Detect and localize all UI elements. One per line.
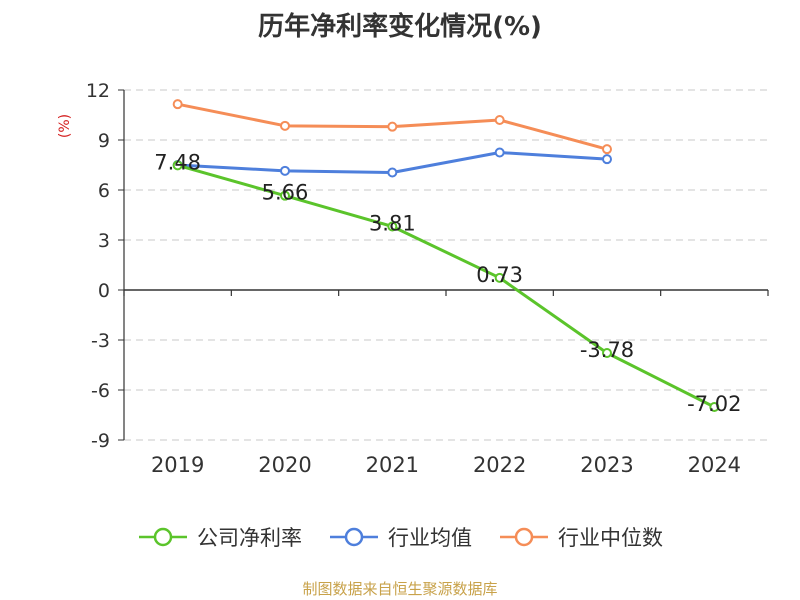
legend-marker-icon	[330, 527, 378, 547]
legend: 公司净利率 行业均值 行业中位数	[0, 520, 800, 554]
data-point	[387, 167, 398, 178]
data-point	[709, 402, 720, 412]
y-tick-label: -6	[91, 380, 110, 402]
y-tick-label: -3	[91, 330, 110, 352]
data-point	[602, 154, 612, 165]
legend-marker-icon	[500, 527, 548, 547]
legend-label: 行业均值	[388, 526, 472, 550]
grid-lines	[124, 89, 768, 441]
x-tick-label: 2021	[366, 453, 419, 477]
data-point	[280, 190, 290, 201]
data-label: 7.48	[154, 150, 201, 174]
legend-item-1[interactable]: 公司净利率	[137, 522, 302, 552]
y-tick-label: 6	[98, 180, 110, 202]
x-tick-label: 2020	[258, 453, 311, 477]
data-point	[387, 221, 398, 232]
data-label: -3.78	[580, 338, 634, 362]
legend-label: 公司净利率	[197, 526, 302, 550]
data-point	[602, 348, 612, 358]
chart-title: 历年净利率变化情况(%)	[258, 12, 542, 42]
y-tick-label: 3	[98, 230, 110, 252]
series	[172, 99, 720, 412]
data-label: -7.02	[687, 392, 741, 416]
data-label: 3.81	[369, 212, 416, 236]
y-tick-label: -9	[91, 430, 110, 452]
data-point	[280, 165, 290, 176]
data-point	[172, 160, 183, 171]
data-point	[494, 272, 505, 283]
x-tick-label: 2019	[151, 453, 204, 477]
series-line-1	[177, 163, 716, 409]
legend-marker-icon	[139, 527, 187, 547]
legend-item-2[interactable]: 行业均值	[328, 522, 472, 552]
x-tick-label: 2022	[473, 453, 526, 477]
data-point	[494, 147, 505, 158]
data-label: 5.66	[262, 181, 309, 205]
data-point	[172, 99, 183, 110]
y-tick-label: 9	[98, 130, 110, 152]
x-tick-label: 2023	[580, 453, 633, 477]
legend-item-3[interactable]: 行业中位数	[498, 522, 663, 552]
axes: 12 9 6 3 0 -3 -6 -9 2019 2020 2021 2022 2023 2024 (%)	[57, 80, 769, 477]
data-point	[280, 120, 290, 131]
data-labels: 7.48 5.66 3.81 0.73 -3.78 -7.02	[154, 150, 741, 416]
legend-label: 行业中位数	[558, 526, 663, 550]
source-note: 制图数据来自恒生聚源数据库	[302, 580, 498, 598]
y-tick-label: 0	[98, 280, 110, 302]
data-label: 0.73	[476, 263, 523, 287]
y-tick-label: 12	[86, 80, 110, 102]
data-point	[602, 144, 612, 155]
data-point	[387, 121, 398, 132]
y-axis-label: (%)	[57, 114, 73, 138]
x-tick-label: 2024	[688, 453, 741, 477]
data-point	[494, 115, 505, 125]
